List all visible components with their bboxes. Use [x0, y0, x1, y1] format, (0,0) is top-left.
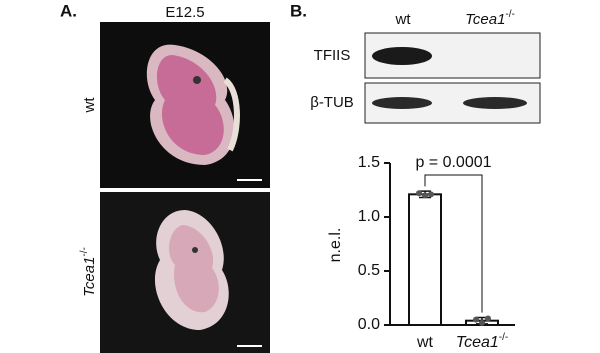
y-tick-label: 1.5	[358, 154, 380, 171]
y-axis-label: n.e.l.	[327, 228, 344, 263]
genotype-sup: -/-	[505, 9, 514, 20]
embryo-ko	[154, 210, 262, 347]
y-tick-label: 0.0	[358, 316, 380, 333]
x-tick-label: wt	[416, 334, 434, 351]
data-point	[479, 319, 485, 326]
blot-band	[372, 97, 432, 109]
blot-band	[463, 97, 527, 109]
y-tick-label: 1.0	[358, 208, 380, 225]
embryo-wt	[146, 44, 262, 181]
data-point	[428, 191, 434, 198]
data-point	[422, 192, 428, 199]
blot-row-label: β-TUB	[310, 94, 354, 111]
row-label: Tcea1-/-	[79, 247, 98, 297]
significance-bracket	[424, 174, 483, 313]
stage-label: E12.5	[165, 4, 204, 21]
blot-band	[372, 47, 432, 65]
data-point	[485, 315, 491, 322]
category: wt	[416, 334, 434, 351]
bar	[408, 193, 442, 326]
genotype: Tcea1	[465, 11, 505, 28]
panel-label: A.	[60, 1, 77, 20]
lane-label: Tcea1-/-	[465, 9, 515, 28]
data-point	[416, 190, 422, 197]
genotype: Tcea1	[81, 257, 98, 297]
category: Tcea1	[456, 334, 499, 351]
p-value: p = 0.0001	[415, 154, 491, 171]
blot-row-label: TFIIS	[314, 47, 351, 64]
genotype-sup: -/-	[79, 247, 90, 256]
lane-label: wt	[395, 11, 412, 28]
row-label: wt	[81, 97, 98, 114]
bar-chart: 0.0 0.5 1.0 1.5 n.e.l. wt Tcea1-/- p = 0.0001	[327, 154, 515, 351]
y-tick-label: 0.5	[358, 262, 380, 279]
panel-label: B.	[290, 1, 307, 20]
data-point	[473, 316, 479, 323]
x-tick-label: Tcea1-/-	[456, 332, 508, 352]
category-sup: -/-	[499, 332, 508, 343]
